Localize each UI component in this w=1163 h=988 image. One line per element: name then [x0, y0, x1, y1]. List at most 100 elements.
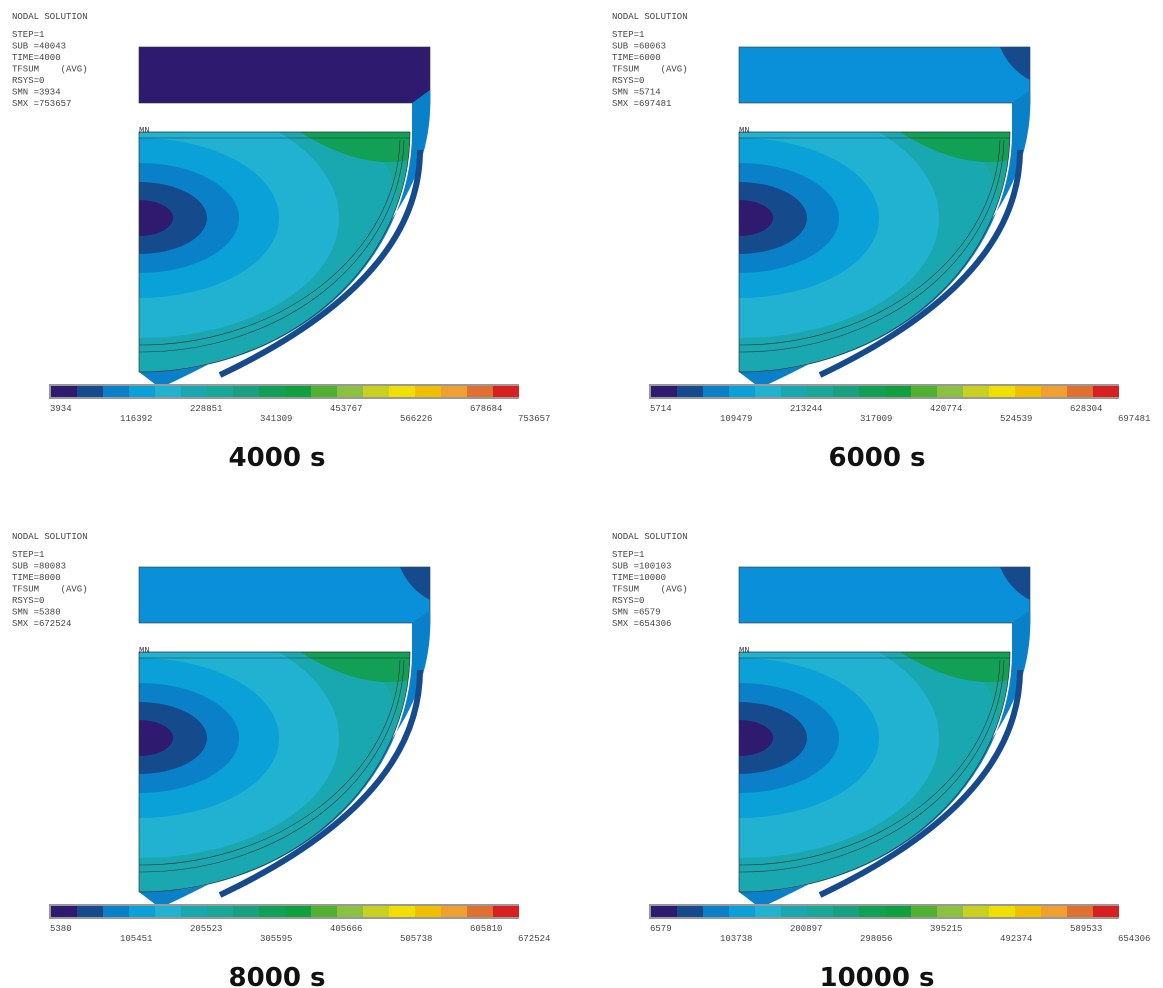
- legend-cell: [937, 906, 963, 917]
- legend-label: 628304: [1070, 404, 1102, 414]
- legend-label: 605810: [470, 924, 502, 934]
- legend-cell: [729, 906, 755, 917]
- contour-band: [739, 702, 807, 774]
- legend-cell: [441, 386, 467, 397]
- header: NODAL SOLUTION: [612, 12, 688, 22]
- legend-label: 697481: [1118, 414, 1150, 424]
- legend-cell: [311, 906, 337, 917]
- info-line: TIME=10000: [612, 573, 666, 583]
- info-line: SUB =100103: [612, 562, 671, 572]
- info-line: SMN =3934: [12, 88, 61, 98]
- legend-label: 395215: [930, 924, 962, 934]
- legend-cell: [363, 386, 389, 397]
- top-plate: [138, 46, 431, 104]
- contour-band: [739, 132, 939, 338]
- legend-cell: [103, 386, 129, 397]
- legend-cell: [285, 906, 311, 917]
- inner-arc: [738, 139, 1001, 346]
- inner-arc: [138, 139, 405, 353]
- legend-cell: [963, 906, 989, 917]
- legend-cell: [259, 386, 285, 397]
- info-line: TIME=6000: [612, 53, 661, 63]
- legend-cell: [781, 386, 807, 397]
- legend-label: 298056: [860, 934, 892, 944]
- header: NODAL SOLUTION: [12, 532, 88, 542]
- info-line: RSYS=0: [612, 76, 644, 86]
- top-plate: [138, 566, 431, 624]
- legend-label: 116392: [120, 414, 152, 424]
- legend-cell: [885, 906, 911, 917]
- info-line: SMN =5714: [612, 88, 661, 98]
- legend-cell: [389, 906, 415, 917]
- inner-arc: [738, 139, 1005, 353]
- info-line: TIME=8000: [12, 573, 61, 583]
- legend-label: 5380: [50, 924, 72, 934]
- header: NODAL SOLUTION: [612, 532, 688, 542]
- legend-cell: [311, 386, 337, 397]
- quadrant-outline: [738, 131, 1011, 373]
- legend-cell: [129, 906, 155, 917]
- mn-label: MN: [139, 126, 150, 136]
- plate-corner: [1000, 567, 1030, 600]
- legend-label: 678684: [470, 404, 502, 414]
- legend-cell: [859, 386, 885, 397]
- legend-cell: [363, 906, 389, 917]
- legend-label: 420774: [930, 404, 962, 414]
- inner-arc: [138, 659, 405, 873]
- quadrant-outline: [138, 651, 411, 893]
- info-line: SMN =6579: [612, 608, 661, 618]
- info-line: STEP=1: [12, 550, 44, 560]
- info-line: SMX =697481: [612, 99, 671, 109]
- caption: 4000 s: [229, 443, 326, 473]
- info-line: RSYS=0: [612, 596, 644, 606]
- top-plate: [738, 566, 1031, 624]
- info-line: SMX =654306: [612, 619, 671, 629]
- info-line: SMX =672524: [12, 619, 71, 629]
- contour-band: [139, 658, 279, 818]
- legend-cell: [285, 386, 311, 397]
- legend-label: 3934: [50, 404, 72, 414]
- info-line: SMX =753657: [12, 99, 71, 109]
- mn-label: MN: [139, 646, 150, 656]
- legend-cell: [493, 906, 519, 917]
- legend-label: 589533: [1070, 924, 1102, 934]
- legend-cell: [755, 906, 781, 917]
- legend-cell: [77, 386, 103, 397]
- legend-label: 672524: [518, 934, 550, 944]
- info-line: STEP=1: [612, 30, 644, 40]
- caption: 10000 s: [820, 963, 935, 988]
- legend-cell: [703, 386, 729, 397]
- header: NODAL SOLUTION: [12, 12, 88, 22]
- contour-band: [739, 720, 773, 756]
- contour-band: [139, 138, 279, 298]
- legend-cell: [493, 386, 519, 397]
- mn-label: MN: [739, 126, 750, 136]
- legend-cell: [963, 386, 989, 397]
- legend-cell: [51, 906, 77, 917]
- legend-cell: [389, 386, 415, 397]
- contour-band: [139, 720, 173, 756]
- legend-cell: [415, 386, 441, 397]
- contour-corner: [300, 132, 410, 163]
- legend-cell: [207, 386, 233, 397]
- legend-label: 341309: [260, 414, 292, 424]
- contour-band: [139, 702, 207, 774]
- info-line: TFSUM (AVG): [12, 65, 88, 75]
- info-line: SUB =80083: [12, 562, 66, 572]
- legend-cell: [1015, 906, 1041, 917]
- legend-cell: [859, 906, 885, 917]
- contour-band: [139, 652, 339, 858]
- legend-cell: [651, 906, 677, 917]
- contour-band: [739, 683, 839, 793]
- legend-cell: [677, 386, 703, 397]
- inner-arc: [138, 659, 401, 866]
- caption: 8000 s: [229, 963, 326, 988]
- contour-corner: [300, 652, 410, 683]
- contour-corner: [900, 132, 1010, 163]
- contour-corner: [900, 652, 1010, 683]
- legend-cell: [181, 386, 207, 397]
- info-line: TFSUM (AVG): [12, 585, 88, 595]
- outer-ring-band: [218, 669, 423, 898]
